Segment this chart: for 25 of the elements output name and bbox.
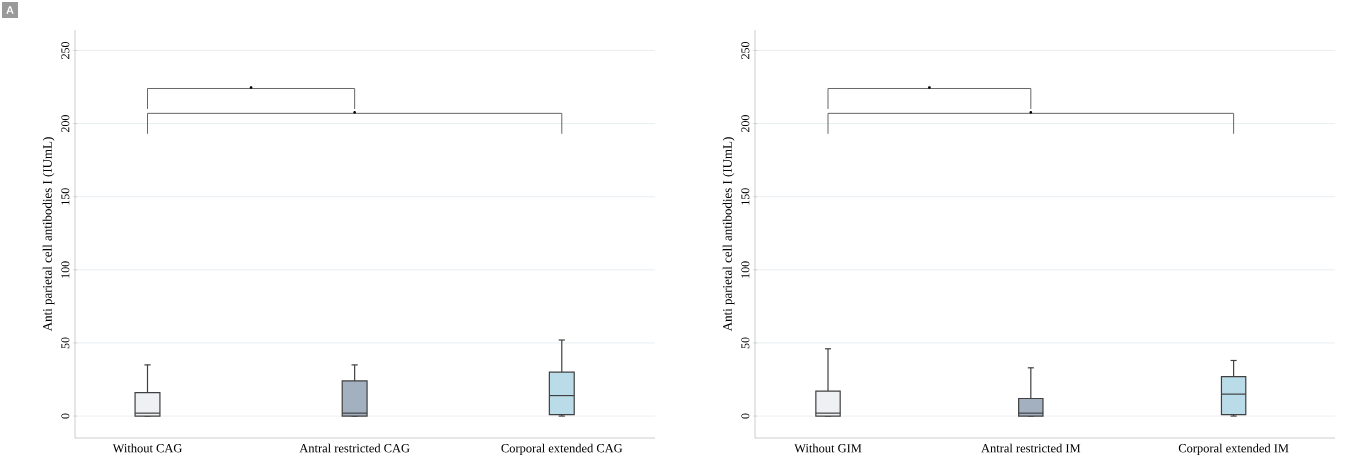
x-tick-label: Without GIM — [794, 443, 862, 453]
y-tick-label: 150 — [61, 188, 70, 205]
annotation: • — [353, 111, 356, 114]
annotation: • — [249, 86, 253, 89]
y-tick-label: 100 — [741, 261, 750, 278]
y-tick-label: 100 — [61, 261, 70, 278]
x-tick-label: Without CAG — [112, 443, 182, 453]
y-tick-label: 0 — [61, 413, 70, 419]
y-axis-title: Anti parietal cell antibodies I (IUmL) — [42, 137, 55, 332]
y-tick-label: 200 — [61, 115, 70, 133]
x-tick-label: Corporal extended IM — [1178, 443, 1289, 455]
x-tick-label: Corporal extended CAG — [501, 443, 623, 455]
y-tick-label: 250 — [741, 41, 750, 59]
x-tick-label: Antral restricted CAG — [299, 443, 410, 453]
y-tick-label: 50 — [741, 337, 750, 349]
x-tick-label: Antral restricted IM — [981, 443, 1081, 453]
y-tick-label: 0 — [741, 413, 750, 419]
y-tick-label: 50 — [61, 337, 70, 349]
y-tick-label: 150 — [741, 188, 750, 205]
y-tick-label: 200 — [741, 115, 750, 133]
y-tick-label: 250 — [61, 41, 70, 59]
annotation: • — [1029, 111, 1033, 114]
chart-title: A — [6, 6, 14, 14]
y-axis-title: Anti parietal cell antibodies I (IUmL) — [722, 137, 735, 332]
annotation: • — [928, 86, 931, 89]
